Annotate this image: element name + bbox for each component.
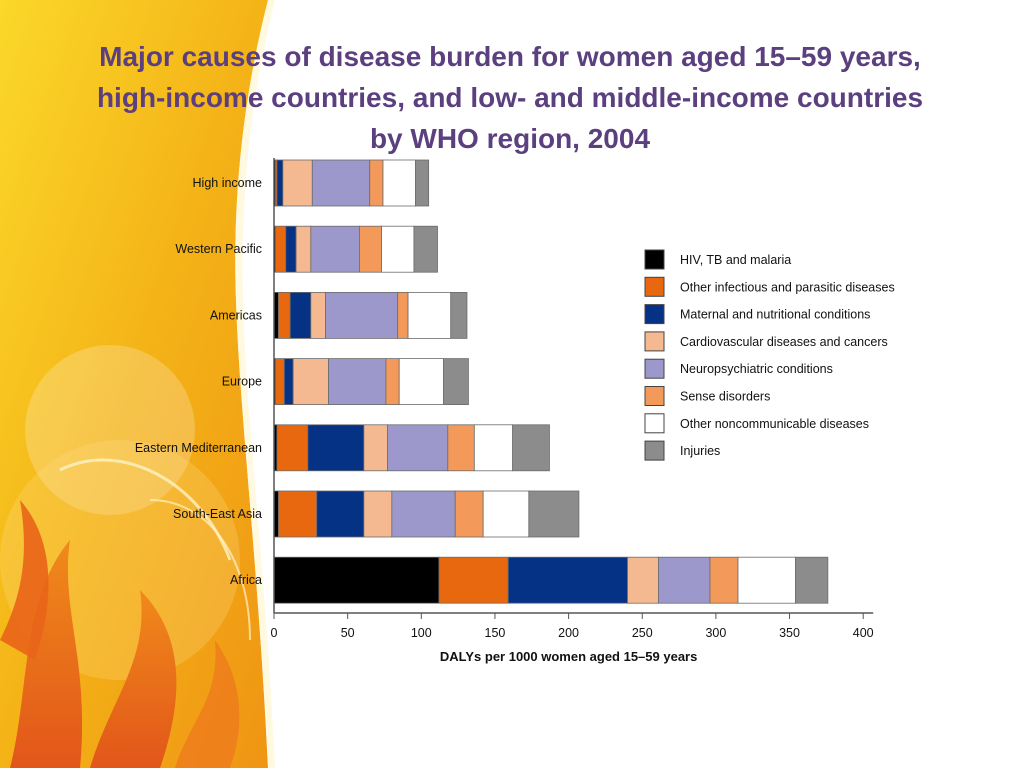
x-tick-label: 150 — [485, 626, 506, 640]
x-tick-label: 50 — [341, 626, 355, 640]
x-tick-label: 250 — [632, 626, 653, 640]
category-label: Western Pacific — [175, 242, 262, 256]
x-tick-label: 350 — [779, 626, 800, 640]
title-line: high-income countries, and low- and midd… — [96, 82, 924, 113]
legend: HIV, TB and malaria Other infectious and … — [644, 249, 895, 461]
bar-segment — [325, 291, 399, 339]
category-label: Africa — [230, 573, 262, 587]
legend-swatch — [644, 386, 665, 406]
title-line: Major causes of disease burden for women… — [99, 41, 921, 72]
bar-segment — [512, 424, 550, 472]
bar-segment — [398, 358, 444, 406]
flame-leaf — [90, 590, 177, 768]
legend-label: Other infectious and parasitic diseases — [680, 280, 895, 294]
bar-segment — [627, 556, 659, 604]
legend-label: HIV, TB and malaria — [680, 253, 791, 267]
bar-segment — [275, 225, 287, 273]
bar-segment — [307, 424, 365, 472]
flame-leaf — [175, 640, 240, 768]
category-labels: High income Western Pacific Americas Europe… — [135, 176, 262, 587]
bar-segment — [273, 556, 440, 604]
category-label: Americas — [210, 308, 262, 322]
bar-segment — [737, 556, 796, 604]
category-label: Europe — [222, 375, 262, 389]
legend-swatch — [644, 331, 665, 352]
legend-label: Injuries — [680, 444, 720, 458]
bar-segment — [276, 159, 284, 207]
bar-segment — [438, 556, 509, 604]
bar-segment — [278, 490, 318, 538]
bar-segment — [507, 556, 628, 604]
bar-segment — [316, 490, 365, 538]
x-tick-label: 400 — [853, 626, 874, 640]
x-tick-label: 300 — [705, 626, 726, 640]
bar-segment — [369, 159, 384, 207]
bar-segment — [278, 291, 291, 339]
bar-segment — [413, 225, 438, 273]
bar-segment — [310, 225, 360, 273]
bar-segment — [275, 358, 285, 406]
bar-segment — [482, 490, 530, 538]
category-label: South-East Asia — [173, 507, 262, 521]
bar-segment — [407, 291, 452, 339]
bar-segment — [415, 159, 430, 207]
white-swoosh-edge — [235, 0, 275, 768]
legend-label: Cardiovascular diseases and cancers — [680, 335, 888, 349]
slide-title: Major causes of disease burden for women… — [40, 36, 980, 159]
bar-segment — [397, 291, 409, 339]
legend-swatch — [644, 249, 665, 270]
bar-segment — [292, 358, 329, 406]
bar-segment — [311, 159, 371, 207]
bar-segment — [528, 490, 580, 538]
bar-segment — [795, 556, 829, 604]
x-tick-label: 0 — [271, 626, 278, 640]
category-label: High income — [193, 176, 263, 190]
flourish-curve — [149, 499, 251, 641]
bar-segment — [381, 225, 415, 273]
bar-segment — [658, 556, 711, 604]
bar-segment — [387, 424, 449, 472]
bar-segment — [283, 358, 294, 406]
bar-segment — [295, 225, 312, 273]
bar-segment — [285, 225, 297, 273]
bar-segment — [382, 159, 416, 207]
bar-segment — [310, 291, 326, 339]
category-label: Eastern Mediterranean — [135, 441, 262, 455]
bar-segment — [328, 358, 387, 406]
bar-segment — [363, 490, 393, 538]
flame-leaf — [10, 540, 83, 768]
x-tick-label: 200 — [558, 626, 579, 640]
legend-label: Maternal and nutritional conditions — [680, 308, 870, 322]
bar-segment — [282, 159, 313, 207]
legend-label: Neuropsychiatric conditions — [680, 362, 833, 376]
title-line: by WHO region, 2004 — [369, 123, 651, 154]
legend-swatch — [644, 440, 665, 461]
bar-segment — [385, 358, 400, 406]
legend-label: Other noncommunicable diseases — [680, 417, 869, 431]
flame-leaf — [0, 500, 49, 660]
bar-segment — [709, 556, 739, 604]
bar-segment — [363, 424, 388, 472]
bar-segment — [289, 291, 312, 339]
bar-segment — [359, 225, 382, 273]
bar-segment — [450, 291, 468, 339]
legend-swatch — [644, 304, 665, 325]
bar-segment — [473, 424, 514, 472]
legend-swatch — [644, 276, 665, 297]
bars-group — [273, 159, 829, 604]
legend-label: Sense disorders — [680, 390, 770, 404]
legend-swatch — [644, 413, 665, 434]
bar-segment — [442, 358, 469, 406]
x-axis-title: DALYs per 1000 women aged 15–59 years — [440, 649, 698, 664]
bar-segment — [391, 490, 456, 538]
bar-segment — [276, 424, 309, 472]
legend-swatch — [644, 358, 665, 379]
bar-segment — [447, 424, 475, 472]
x-tick-label: 100 — [411, 626, 432, 640]
bar-segment — [454, 490, 484, 538]
axes-group: 0 50 100 150 200 250 300 350 400 — [271, 158, 874, 640]
